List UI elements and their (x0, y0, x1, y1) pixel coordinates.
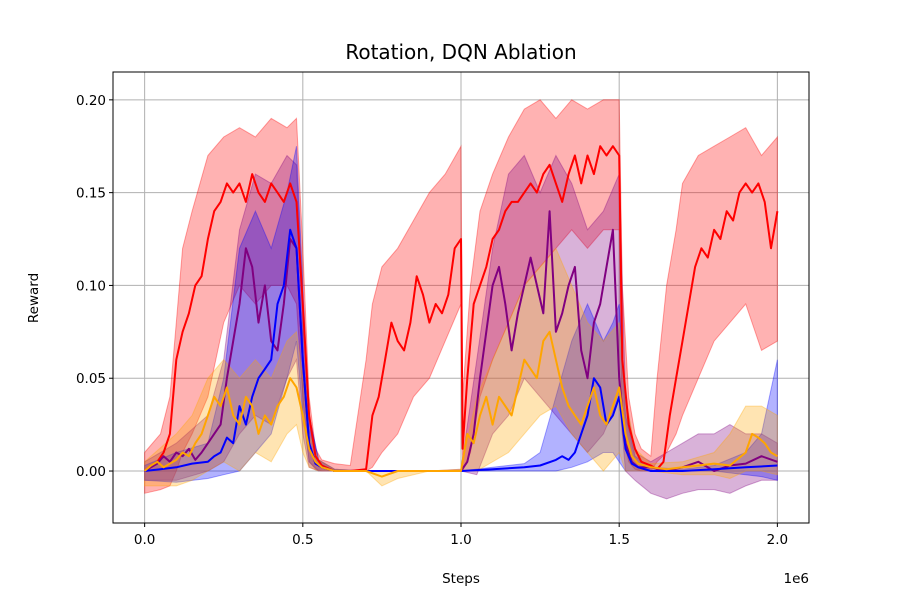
series-line-0 (143, 145, 779, 472)
ticks: 0.0 0.5 1.0 1.5 2.0 0.00 0.05 0.10 0.15 0.20 (76, 93, 788, 548)
x-tick-label: 0.5 (292, 532, 313, 548)
y-tick-label: 0.05 (76, 371, 106, 387)
series-line-3 (143, 330, 778, 478)
x-axis-offset-label: 1e6 (784, 571, 809, 587)
x-tick-label: 1.0 (450, 532, 471, 548)
x-tick-label: 1.5 (608, 532, 629, 548)
y-tick-label: 0.15 (76, 186, 106, 202)
band-3 (144, 247, 778, 487)
y-tick-label: 0.10 (76, 278, 106, 294)
x-axis-label: Steps (442, 571, 480, 587)
x-tick-label: 0.0 (134, 532, 155, 548)
series-line-2 (144, 228, 778, 472)
chart-title: Rotation, DQN Ablation (345, 40, 576, 64)
y-axis-label: Reward (26, 273, 42, 323)
y-tick-label: 0.00 (76, 464, 106, 480)
x-tick-label: 2.0 (767, 532, 788, 548)
y-tick-label: 0.20 (76, 93, 106, 109)
series-lines (143, 145, 779, 478)
